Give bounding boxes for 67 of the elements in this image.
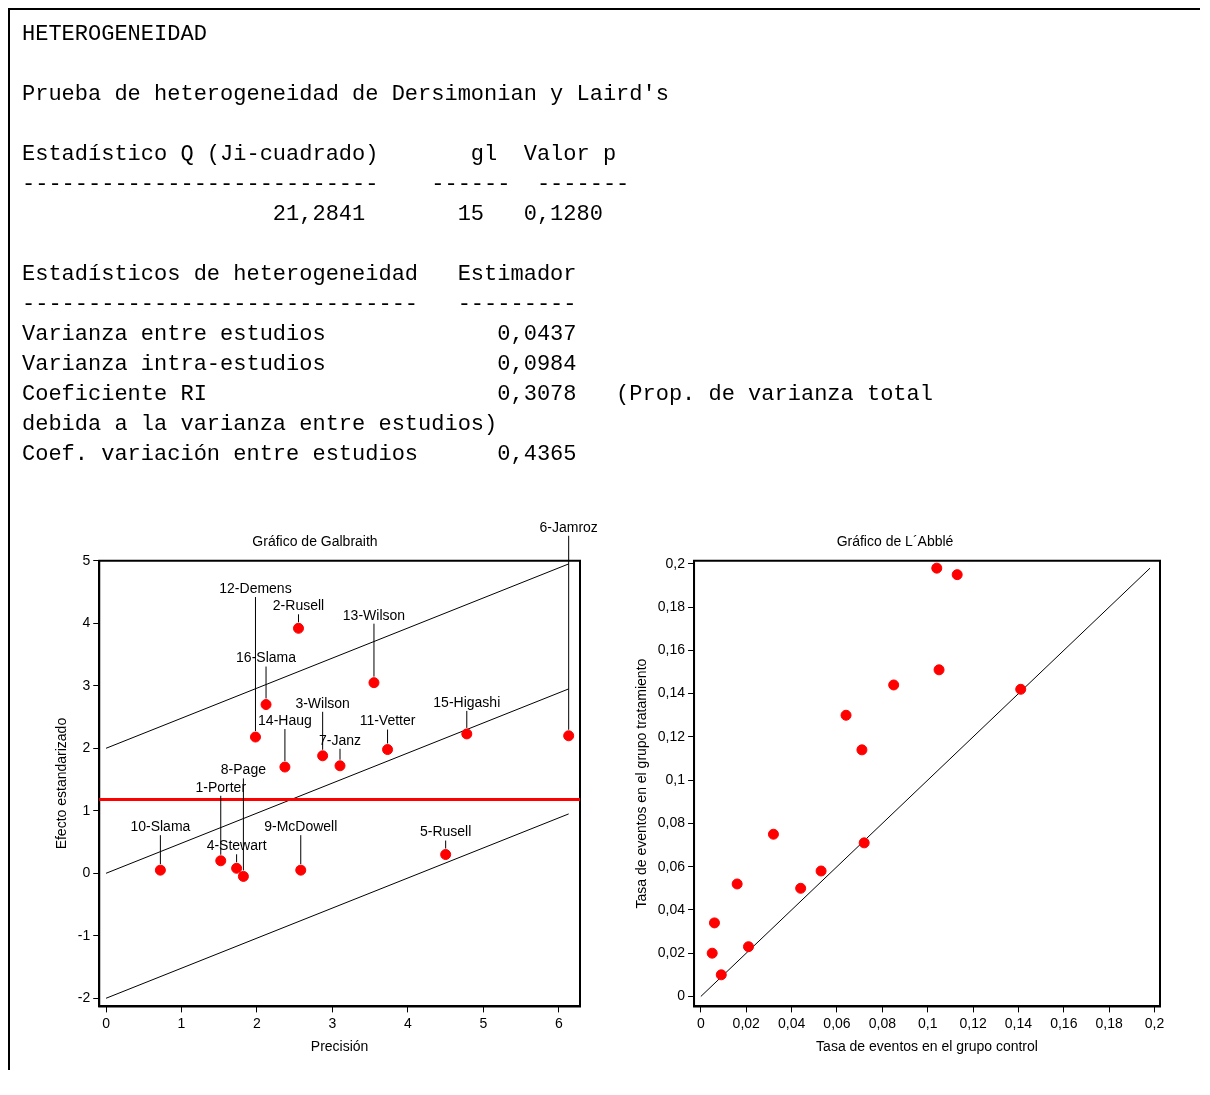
y-tick-label: 0,14 xyxy=(657,684,686,701)
text: HETEROGENEIDAD xyxy=(22,21,208,49)
annotation: 14-Haug xyxy=(258,711,312,728)
x-tick-label: 0,2 xyxy=(1144,1014,1165,1031)
chart-title: Gráfico de Galbraith xyxy=(252,533,378,550)
annotation: 9-McDowell xyxy=(264,818,338,835)
text: debida a la varianza entre estudios) xyxy=(22,411,499,439)
annotation: 13-Wilson xyxy=(342,606,406,623)
text: Prueba de heterogeneidad de Dersimonian y Laird's xyxy=(22,81,670,109)
x-tick-label: 1 xyxy=(177,1014,186,1031)
text: --------------------------- ------ ------- xyxy=(22,171,631,199)
y-tick-label: 0 xyxy=(677,987,686,1004)
y-tick-label: 5 xyxy=(82,551,91,568)
annotation: 10-Slama xyxy=(130,818,191,835)
y-tick-label: 3 xyxy=(82,676,91,693)
x-tick-label: 0,02 xyxy=(732,1014,761,1031)
y-tick-label: 0 xyxy=(82,864,91,881)
annotation: 15-Higashi xyxy=(433,693,501,710)
y-tick-label: -2 xyxy=(77,989,91,1006)
annotation: 11-Vetter xyxy=(359,712,416,729)
x-tick-label: 0 xyxy=(102,1014,111,1031)
x-tick-label: 0,04 xyxy=(777,1014,806,1031)
y-tick-label: 4 xyxy=(82,614,91,631)
x-tick-label: 3 xyxy=(328,1014,337,1031)
y-axis-title: Efecto estandarizado xyxy=(53,717,70,850)
y-axis-title: Tasa de eventos en el grupo tratamiento xyxy=(633,658,650,909)
annotation: 12-Demens xyxy=(219,579,292,596)
y-tick-label: 0,08 xyxy=(657,814,686,831)
text: Estadísticos de heterogeneidad Estimador xyxy=(22,261,578,289)
x-tick-label: 0 xyxy=(696,1014,705,1031)
y-tick-label: 0,06 xyxy=(657,857,686,874)
text: Coef. variación entre estudios 0,4365 xyxy=(22,441,578,469)
x-tick-label: 6 xyxy=(554,1014,563,1031)
y-tick-label: 0,16 xyxy=(657,641,686,658)
y-tick-label: 0,04 xyxy=(657,900,686,917)
text: ------------------------------ --------- xyxy=(22,291,578,319)
y-tick-label: 2 xyxy=(82,739,91,756)
annotation: 5-Rusell xyxy=(419,823,472,840)
y-tick-label: 0,12 xyxy=(657,727,686,744)
text: Varianza intra-estudios 0,0984 xyxy=(22,351,578,379)
annotation: 6-Jamroz xyxy=(539,518,598,535)
y-tick-label: 0,2 xyxy=(665,554,686,571)
y-tick-label: 0,02 xyxy=(657,944,686,961)
y-tick-label: 0,18 xyxy=(657,597,686,614)
y-tick-label: -1 xyxy=(77,926,91,943)
text: Coeficiente RI 0,3078 (Prop. de varianza total xyxy=(22,381,934,409)
x-tick-label: 0,14 xyxy=(1004,1014,1033,1031)
x-tick-label: 0,16 xyxy=(1050,1014,1078,1031)
annotation: 8-Page xyxy=(220,761,267,778)
x-tick-label: 0,08 xyxy=(868,1014,897,1031)
text: 21,2841 15 0,1280 xyxy=(271,201,604,229)
x-axis-title: Tasa de eventos en el grupo control xyxy=(816,1038,1038,1055)
y-tick-label: 0,1 xyxy=(665,771,686,787)
y-tick-label: 1 xyxy=(82,801,91,818)
chart-title: Gráfico de L´Abblé xyxy=(836,533,954,550)
x-tick-label: 0,1 xyxy=(917,1014,938,1031)
x-tick-label: 5 xyxy=(479,1014,488,1031)
text: Varianza entre estudios 0,0437 xyxy=(22,321,578,349)
x-tick-label: 0,12 xyxy=(959,1014,987,1031)
annotation: 3-Wilson xyxy=(295,694,350,711)
x-tick-label: 2 xyxy=(253,1014,262,1031)
text: Estadístico Q (Ji-cuadrado) gl Valor p xyxy=(22,141,618,169)
x-tick-label: 0,18 xyxy=(1095,1014,1124,1031)
annotation: 2-Rusell xyxy=(272,597,325,614)
x-tick-label: 4 xyxy=(404,1014,413,1031)
x-axis-title: Precisión xyxy=(310,1038,369,1055)
x-tick-label: 0,06 xyxy=(823,1014,851,1031)
